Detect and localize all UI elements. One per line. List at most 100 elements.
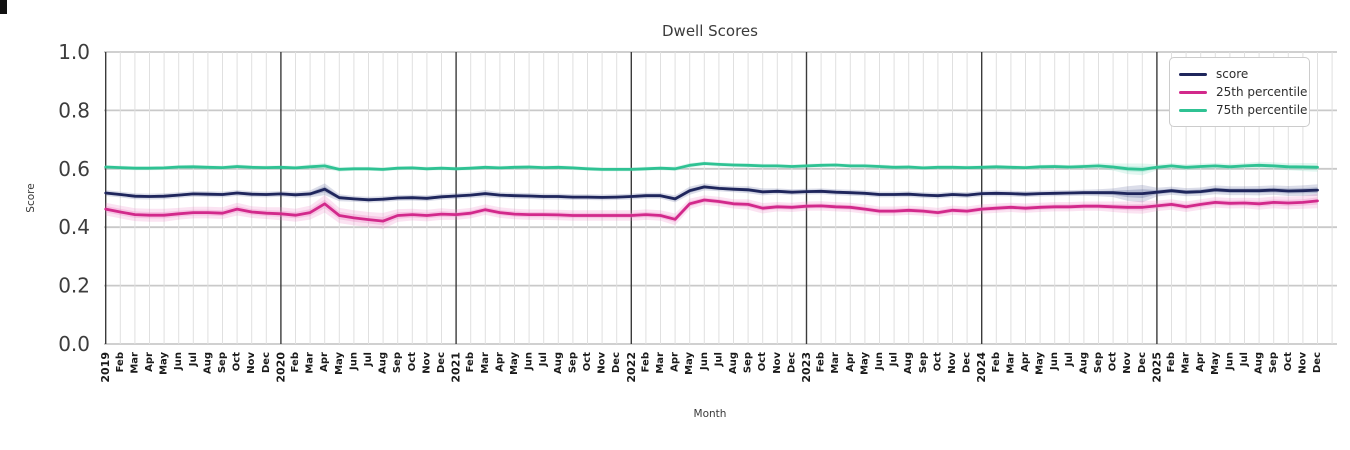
25th-percentile-band <box>105 193 1318 230</box>
screen-corner-artifact <box>0 0 7 14</box>
x-tick-month-label: Aug <box>378 352 389 374</box>
x-tick-month-label: May <box>684 352 695 375</box>
x-tick-month-label: Jun <box>1224 352 1235 371</box>
x-tick-month-label: Mar <box>1181 352 1192 374</box>
x-tick-month-label: May <box>334 352 345 375</box>
x-tick-month-label: Mar <box>305 352 316 374</box>
x-tick-year-label: 2021 <box>450 352 463 383</box>
y-tick-label: 0.2 <box>58 274 90 298</box>
x-tick-month-label: Aug <box>903 352 914 374</box>
x-tick-month-label: Oct <box>1283 352 1294 371</box>
x-tick-month-label: May <box>1210 352 1221 375</box>
x-tick-month-label: Nov <box>246 352 257 374</box>
x-tick-month-label: Dec <box>436 352 447 373</box>
x-tick-month-label: Apr <box>845 352 856 372</box>
x-tick-month-label: May <box>1035 352 1046 375</box>
x-tick-month-label: Oct <box>582 352 593 371</box>
x-tick-month-label: Nov <box>421 352 432 374</box>
legend-item-75th-percentile: 75th percentile <box>1179 101 1307 119</box>
x-tick-month-label: Jun <box>874 352 885 371</box>
x-tick-year-label: 2023 <box>800 352 813 383</box>
x-tick-month-label: Jun <box>524 352 535 371</box>
x-tick-month-label: Dec <box>1312 352 1323 373</box>
x-tick-month-label: Jul <box>889 352 900 367</box>
y-tick-label: 0.0 <box>58 332 90 356</box>
x-tick-month-label: Feb <box>1166 352 1177 372</box>
x-tick-month-label: Sep <box>567 352 578 373</box>
x-tick-month-label: Nov <box>597 352 608 374</box>
x-tick-month-label: Dec <box>1137 352 1148 373</box>
25th-percentile-line <box>104 198 1319 223</box>
x-tick-month-label: Jul <box>538 352 549 367</box>
x-tick-month-label: Mar <box>830 352 841 374</box>
x-tick-month-label: Sep <box>918 352 929 373</box>
x-tick-month-label: Oct <box>232 352 243 371</box>
x-tick-month-label: May <box>509 352 520 375</box>
x-tick-month-label: Jul <box>1239 352 1250 367</box>
x-tick-month-label: Nov <box>1297 352 1308 374</box>
x-tick-month-label: Jul <box>713 352 724 367</box>
x-tick-month-label: Mar <box>129 352 140 374</box>
x-tick-month-label: May <box>859 352 870 375</box>
x-tick-month-label: Oct <box>932 352 943 371</box>
legend-item-25th-percentile: 25th percentile <box>1179 83 1307 101</box>
x-tick-month-label: Apr <box>319 352 330 372</box>
x-tick-month-label: Apr <box>494 352 505 372</box>
x-tick-month-label: Sep <box>1093 352 1104 373</box>
x-tick-month-label: Aug <box>553 352 564 374</box>
x-tick-month-label: Jun <box>699 352 710 371</box>
25th-percentile-band <box>105 197 1318 226</box>
y-tick-label: 0.8 <box>58 98 90 122</box>
x-tick-month-label: Nov <box>1122 352 1133 374</box>
x-tick-month-label: Nov <box>947 352 958 374</box>
y-tick-label: 0.6 <box>58 157 90 181</box>
x-tick-month-label: Sep <box>743 352 754 373</box>
legend-label: 75th percentile <box>1216 103 1308 117</box>
x-tick-month-label: Sep <box>1268 352 1279 373</box>
chart-title: Dwell Scores <box>662 22 758 40</box>
chart-legend: score 25th percentile 75th percentile <box>1169 57 1310 127</box>
x-tick-year-label: 2020 <box>274 352 287 383</box>
x-tick-month-label: Mar <box>655 352 666 374</box>
x-tick-month-label: Jul <box>363 352 374 367</box>
x-tick-month-label: Apr <box>1020 352 1031 372</box>
x-tick-month-label: Feb <box>115 352 126 372</box>
x-tick-month-label: Feb <box>640 352 651 372</box>
x-tick-month-label: Oct <box>1108 352 1119 371</box>
x-tick-month-label: Jul <box>188 352 199 367</box>
x-tick-month-label: Mar <box>480 352 491 374</box>
score-line <box>104 185 1319 202</box>
x-tick-year-label: 2019 <box>99 352 112 383</box>
x-tick-month-label: Sep <box>217 352 228 373</box>
score-line-swatch <box>1179 72 1207 76</box>
x-tick-month-label: Apr <box>144 352 155 372</box>
percentile25-line-swatch <box>1179 90 1207 94</box>
x-tick-year-label: 2025 <box>1150 352 1163 383</box>
x-tick-month-label: Jun <box>173 352 184 371</box>
x-tick-month-label: Aug <box>202 352 213 374</box>
x-tick-month-label: Aug <box>1254 352 1265 374</box>
x-tick-month-label: Oct <box>757 352 768 371</box>
legend-label: score <box>1216 67 1249 81</box>
x-tick-month-label: Feb <box>991 352 1002 372</box>
y-axis-label: Score <box>25 183 37 212</box>
x-tick-month-label: Dec <box>786 352 797 373</box>
75th-percentile-line <box>104 162 1319 171</box>
x-tick-month-label: Aug <box>1078 352 1089 374</box>
x-tick-month-label: Aug <box>728 352 739 374</box>
legend-label: 25th percentile <box>1216 85 1308 99</box>
x-tick-month-label: Dec <box>962 352 973 373</box>
x-tick-month-label: Sep <box>392 352 403 373</box>
x-tick-month-label: Jun <box>348 352 359 371</box>
x-tick-month-label: Apr <box>670 352 681 372</box>
x-tick-month-label: Feb <box>290 352 301 372</box>
y-tick-label: 1.0 <box>58 40 90 64</box>
y-tick-label: 0.4 <box>58 215 90 239</box>
x-tick-month-label: May <box>159 352 170 375</box>
x-tick-month-label: Dec <box>261 352 272 373</box>
legend-item-score: score <box>1179 65 1299 83</box>
x-tick-month-label: Feb <box>465 352 476 372</box>
x-tick-month-label: Nov <box>772 352 783 374</box>
